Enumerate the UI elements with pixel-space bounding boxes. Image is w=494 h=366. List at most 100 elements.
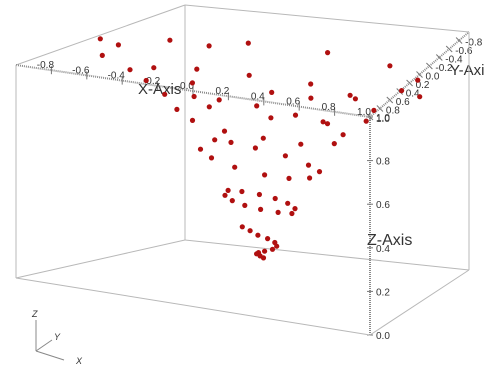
orientation-triad: Z Y X bbox=[31, 309, 83, 366]
data-point bbox=[206, 104, 212, 110]
data-point bbox=[292, 206, 298, 212]
data-point bbox=[191, 93, 197, 100]
data-point bbox=[305, 162, 312, 168]
data-point bbox=[212, 137, 218, 143]
data-point bbox=[143, 77, 149, 84]
y-tick-label: 0.0 bbox=[426, 72, 440, 83]
x-tick-label: -0.2 bbox=[143, 76, 161, 87]
data-point bbox=[239, 188, 245, 195]
z-axis-title: Z-Axis bbox=[367, 232, 412, 249]
data-point bbox=[275, 209, 281, 215]
data-point bbox=[245, 40, 251, 46]
data-point bbox=[228, 139, 234, 145]
y-tick bbox=[406, 79, 413, 87]
data-point bbox=[262, 248, 268, 254]
x-axis-title: X-Axis bbox=[138, 81, 181, 98]
data-point bbox=[208, 155, 215, 161]
y-tick-label: -0.8 bbox=[465, 38, 483, 49]
data-point bbox=[174, 106, 180, 112]
data-point bbox=[307, 175, 313, 181]
y-tick-label: 1.0 bbox=[376, 114, 390, 125]
axis-tick-labels: -0.8 -0.6 -0.4 -0.2 0.0 0.2 0.4 0.6 0.8 1.01.00.8… bbox=[37, 38, 483, 343]
data-point bbox=[252, 145, 258, 151]
y-tick-label: -0.2 bbox=[435, 63, 453, 74]
x-tick-label: 0.2 bbox=[215, 86, 229, 97]
data-point bbox=[99, 52, 105, 59]
axis-ticks bbox=[15, 31, 470, 336]
data-point bbox=[260, 255, 267, 261]
y-axis-line bbox=[369, 31, 470, 118]
x-tick-label: 0.8 bbox=[322, 102, 336, 113]
data-point bbox=[232, 164, 238, 170]
box-edge bbox=[184, 4, 470, 33]
y-tick-label: -0.4 bbox=[445, 55, 463, 66]
data-point bbox=[399, 88, 405, 94]
data-point bbox=[289, 210, 295, 217]
data-point bbox=[347, 92, 353, 98]
data-point bbox=[229, 198, 235, 204]
data-point bbox=[417, 94, 423, 100]
y-tick bbox=[386, 96, 394, 104]
data-point bbox=[256, 191, 262, 198]
data-point bbox=[194, 66, 200, 72]
data-point bbox=[260, 135, 266, 141]
triad-y-label: Y bbox=[54, 332, 61, 342]
data-point bbox=[197, 146, 204, 152]
data-point bbox=[320, 119, 326, 125]
data-point bbox=[352, 96, 358, 102]
z-tick-label: 0.8 bbox=[376, 157, 390, 168]
y-tick bbox=[455, 37, 463, 44]
triad-x-label: X bbox=[75, 356, 83, 366]
data-point bbox=[225, 187, 231, 193]
data-point bbox=[387, 63, 393, 69]
y-tick bbox=[426, 62, 433, 70]
data-point bbox=[206, 43, 212, 49]
data-point bbox=[298, 141, 304, 147]
data-point bbox=[221, 128, 228, 134]
data-point bbox=[415, 77, 421, 83]
data-point bbox=[222, 192, 228, 198]
data-point bbox=[255, 232, 261, 238]
plot-box-front-edges bbox=[15, 32, 470, 336]
x-tick-label: -0.8 bbox=[37, 60, 55, 71]
data-point bbox=[316, 169, 323, 175]
data-point bbox=[340, 132, 346, 138]
data-point bbox=[331, 141, 337, 147]
data-point bbox=[308, 95, 314, 101]
triad-x-axis-line bbox=[35, 350, 65, 361]
z-tick-label: 0.4 bbox=[376, 244, 390, 255]
data-point bbox=[115, 42, 121, 48]
x-tick-label: -0.4 bbox=[108, 71, 126, 82]
y-tick bbox=[435, 54, 443, 61]
box-edge bbox=[15, 239, 186, 279]
data-point bbox=[127, 67, 133, 73]
x-tick-label: 0.0 bbox=[180, 81, 194, 92]
data-point bbox=[274, 243, 280, 249]
x-tick-label: -0.6 bbox=[72, 65, 90, 76]
y-axis-title: Y-Axi bbox=[450, 62, 484, 79]
data-point bbox=[272, 195, 278, 202]
x-tick-label: 0.6 bbox=[286, 97, 300, 108]
data-point bbox=[268, 115, 274, 121]
data-point bbox=[324, 121, 331, 127]
data-point bbox=[97, 36, 103, 42]
y-tick bbox=[416, 71, 423, 78]
data-point bbox=[216, 97, 222, 103]
z-tick-label: 0.0 bbox=[376, 331, 390, 342]
data-point bbox=[189, 80, 195, 86]
data-point bbox=[262, 172, 268, 178]
y-tick-label: -0.6 bbox=[455, 46, 473, 57]
data-point bbox=[247, 228, 253, 234]
data-point bbox=[254, 103, 260, 109]
data-point bbox=[265, 236, 271, 242]
plot-box-back-edges bbox=[15, 4, 470, 279]
data-point bbox=[242, 202, 248, 208]
data-point bbox=[269, 89, 275, 95]
y-tick-label: 0.2 bbox=[416, 80, 430, 91]
axis-titles: X-Axis Y-Axi Z-Axis bbox=[138, 62, 484, 249]
y-tick bbox=[376, 105, 384, 112]
box-edge bbox=[15, 277, 371, 336]
data-point bbox=[325, 50, 331, 56]
data-point bbox=[258, 206, 264, 212]
